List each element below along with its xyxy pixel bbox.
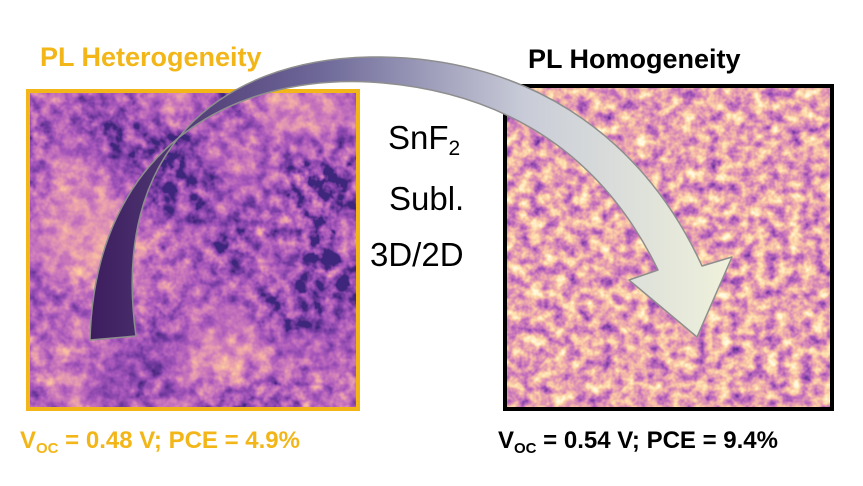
left-panel-title: PL Heterogeneity [40,42,262,72]
voc-symbol: V [20,427,37,454]
treatment-3d2d-label: 3D/2D [370,236,464,273]
left-device-stats: VOC = 0.48 V; PCE = 4.9% [20,427,300,457]
right-stats-values: = 0.54 V; PCE = 9.4% [536,427,778,454]
voc-symbol: V [498,427,515,454]
arrow-shape [89,56,733,341]
right-device-stats: VOC = 0.54 V; PCE = 9.4% [498,427,778,457]
left-stats-values: = 0.48 V; PCE = 4.9% [58,427,300,454]
snf2-main: SnF [388,119,449,156]
voc-subscript: OC [514,440,537,457]
snf2-subscript: 2 [448,137,461,160]
treatment-snf2-label: SnF2 [388,119,460,159]
treatment-sublimation-label: Subl. [389,180,465,217]
voc-subscript: OC [36,440,59,457]
right-panel-title: PL Homogeneity [528,44,741,74]
pl-map-heterogeneous [26,89,360,411]
